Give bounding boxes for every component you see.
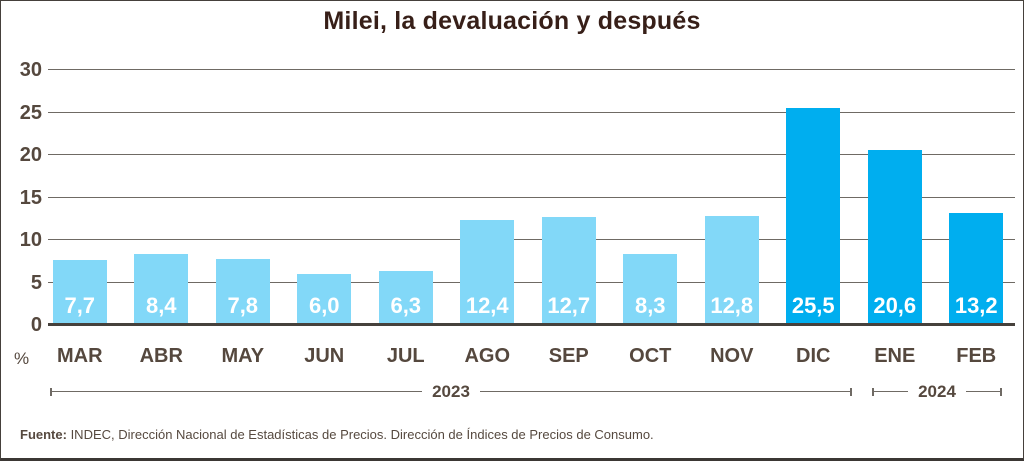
bar-ABR: 8,4 xyxy=(134,253,189,325)
gridline-30 xyxy=(48,69,1015,70)
bar-value-label-NOV: 12,8 xyxy=(710,293,754,318)
bracket-tick xyxy=(50,387,52,396)
y-tick-label-30: 30 xyxy=(19,59,42,81)
bar-column-AGO: 12,4 xyxy=(447,70,529,325)
bar-value-label-JUL: 6,3 xyxy=(390,293,422,318)
bar-value-label-ABR: 8,4 xyxy=(145,293,177,318)
x-tick-label-FEB: FEB xyxy=(956,345,997,367)
bar-value-label-SEP: 12,7 xyxy=(547,293,591,318)
source-note: Fuente: INDEC, Dirección Nacional de Est… xyxy=(20,427,654,442)
bracket-line xyxy=(52,391,423,392)
gridline-5 xyxy=(48,281,1015,283)
gridline-25 xyxy=(48,111,1015,113)
bar-column-ABR: 8,4 xyxy=(121,70,203,325)
bar-NOV: 12,8 xyxy=(704,216,759,325)
y-tick-label-20: 20 xyxy=(19,144,42,166)
year-bracket-2023: 2023 xyxy=(50,382,853,401)
bar-column-MAR: 7,7 xyxy=(39,70,121,325)
x-tick-label-MAR: MAR xyxy=(56,345,103,367)
bar-column-MAY: 7,8 xyxy=(202,70,284,325)
bracket-line xyxy=(479,391,851,392)
y-axis-tick-labels: 0 5 10 15 20 25 30 xyxy=(0,60,42,335)
bar-JUL: 6,3 xyxy=(378,271,433,325)
bar-ENE: 20,6 xyxy=(867,149,922,325)
y-tick-label-10: 10 xyxy=(19,229,42,251)
x-tick-label-JUN: JUN xyxy=(304,345,345,367)
bar-column-SEP: 12,7 xyxy=(528,70,610,325)
year-bracket-2024: 2024 xyxy=(872,382,1003,401)
y-gridlines xyxy=(48,69,1015,326)
bar-value-label-AGO: 12,4 xyxy=(465,293,509,318)
bracket-tick xyxy=(1000,387,1003,396)
y-tick-label-5: 5 xyxy=(30,271,42,294)
x-tick-label-ENE: ENE xyxy=(874,345,916,367)
bar-value-label-MAR: 7,7 xyxy=(64,293,96,318)
y-axis-unit-label: % xyxy=(14,349,30,368)
chart-title: Milei, la devaluación y después xyxy=(323,7,701,35)
bar-value-label-OCT: 8,3 xyxy=(634,293,666,318)
bar-DIC: 25,5 xyxy=(786,108,841,325)
x-tick-label-ABR: ABR xyxy=(139,345,183,367)
y-tick-label-0: 0 xyxy=(30,314,42,336)
bar-MAY: 7,8 xyxy=(215,258,270,325)
bar-series: 7,7 8,4 7,8 6,0 6,3 12,4 12,7 8,3 12,8 25,5 20,6 13… xyxy=(39,70,1017,325)
bracket-line xyxy=(965,391,1001,392)
x-tick-label-SEP: SEP xyxy=(548,345,589,367)
year-label-2024: 2024 xyxy=(918,382,956,401)
source-text: INDEC, Dirección Nacional de Estadística… xyxy=(66,427,654,442)
bar-SEP: 12,7 xyxy=(541,217,596,325)
y-tick-label-15: 15 xyxy=(19,186,42,209)
x-tick-label-DIC: DIC xyxy=(796,345,831,367)
bar-value-label-DIC: 25,5 xyxy=(791,293,835,318)
x-tick-label-OCT: OCT xyxy=(629,345,672,367)
bar-value-label-ENE: 20,6 xyxy=(873,293,917,318)
bar-JUN: 6,0 xyxy=(297,274,352,325)
bar-column-JUN: 6,0 xyxy=(284,70,366,325)
bar-FEB: 13,2 xyxy=(949,212,1004,325)
bar-value-label-MAY: 7,8 xyxy=(227,293,259,318)
bar-column-DIC: 25,5 xyxy=(773,70,855,325)
x-axis-baseline xyxy=(48,323,1015,326)
y-tick-label-25: 25 xyxy=(19,101,42,124)
bar-column-FEB: 13,2 xyxy=(936,70,1018,325)
gridline-10 xyxy=(48,239,1015,240)
year-label-2023: 2023 xyxy=(432,382,470,401)
bracket-tick xyxy=(850,387,853,396)
x-tick-label-NOV: NOV xyxy=(710,345,754,367)
source-label: Fuente: xyxy=(20,427,67,442)
bar-value-label-JUN: 6,0 xyxy=(308,293,340,318)
gridline-20 xyxy=(48,154,1015,155)
bar-value-label-FEB: 13,2 xyxy=(954,293,998,318)
bar-MAR: 7,7 xyxy=(52,259,107,325)
bar-column-NOV: 12,8 xyxy=(691,70,773,325)
bar-AGO: 12,4 xyxy=(460,219,515,325)
bar-column-ENE: 20,6 xyxy=(854,70,936,325)
bracket-tick xyxy=(872,387,874,396)
bar-OCT: 8,3 xyxy=(623,254,678,325)
x-tick-label-JUL: JUL xyxy=(386,345,425,367)
x-axis-labels: MAR ABR MAY JUN JUL AGO SEP OCT NOV DIC ENE FEB xyxy=(39,345,1017,369)
bar-column-OCT: 8,3 xyxy=(610,70,692,325)
gridline-15 xyxy=(48,196,1015,198)
bracket-line xyxy=(874,391,909,392)
x-tick-label-AGO: AGO xyxy=(464,345,511,367)
bar-column-JUL: 6,3 xyxy=(365,70,447,325)
x-tick-label-MAY: MAY xyxy=(221,345,265,367)
